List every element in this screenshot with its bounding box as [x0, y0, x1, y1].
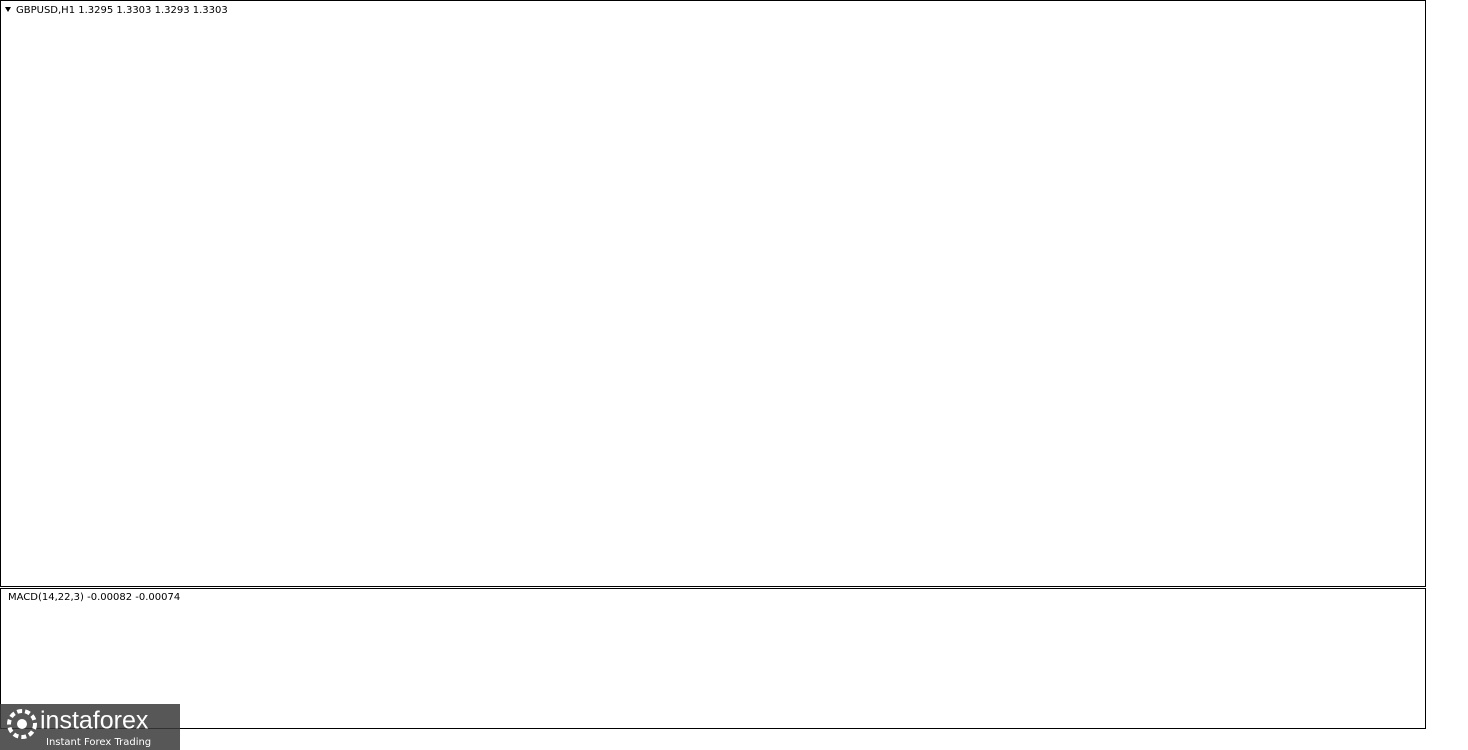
- menu-triangle[interactable]: [5, 7, 11, 12]
- watermark-brand: instaforex: [40, 707, 149, 735]
- price-panel-frame: [0, 0, 1426, 587]
- watermark-icon-core: [17, 719, 27, 729]
- indicator-title: MACD(14,22,3) -0.00082 -0.00074: [8, 592, 180, 603]
- watermark-tagline: Instant Forex Trading: [46, 737, 151, 748]
- watermark: instaforex Instant Forex Trading: [0, 704, 180, 750]
- chart-title: GBPUSD,H1 1.3295 1.3303 1.3293 1.3303: [16, 5, 228, 16]
- macd-panel-frame: [0, 588, 1426, 729]
- watermark-icon: [7, 709, 37, 739]
